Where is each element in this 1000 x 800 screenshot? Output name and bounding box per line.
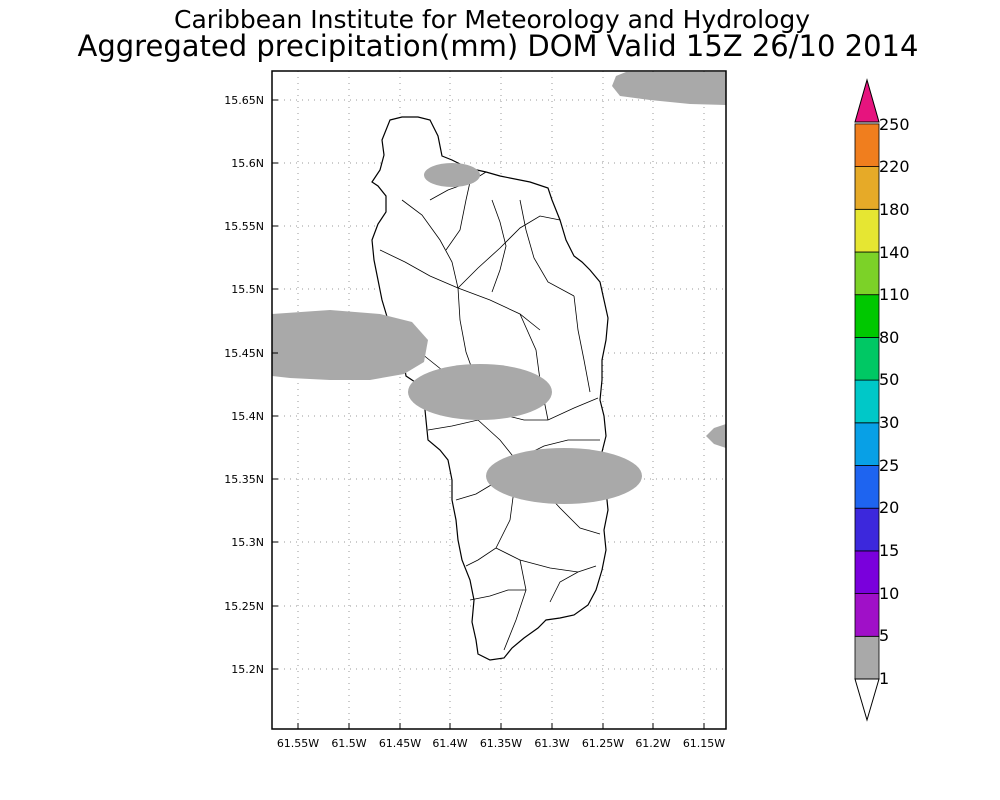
lon-tick-label: 61.4W	[432, 737, 467, 750]
lat-tick-label: 15.5N	[231, 283, 264, 296]
colorbar-label: 1	[879, 669, 889, 688]
colorbar-bottom-arrow	[854, 678, 880, 722]
colorbar-swatch	[854, 251, 880, 296]
colorbar-swatch	[854, 208, 880, 253]
title-line-2: Aggregated precipitation(mm) DOM Valid 1…	[78, 29, 919, 63]
map-frame	[271, 70, 727, 730]
colorbar-legend: 250 220 180 140 110 80 50 30 25 20 15 10…	[854, 78, 910, 722]
lon-tick-label: 61.2W	[635, 737, 670, 750]
lat-tick-label: 15.35N	[224, 473, 264, 486]
precip-area-west	[272, 310, 428, 380]
lon-tick-label: 61.35W	[480, 737, 522, 750]
lon-axis-labels: 61.55W 61.5W 61.45W 61.4W 61.35W 61.3W 6…	[277, 737, 725, 750]
colorbar-swatch	[854, 507, 880, 552]
colorbar-swatch	[854, 123, 880, 168]
colorbar-swatch	[854, 379, 880, 424]
precip-area-central	[408, 364, 552, 420]
lon-tick-label: 61.5W	[331, 737, 366, 750]
precipitation-areas	[272, 72, 726, 504]
precip-area-east-edge	[706, 424, 726, 448]
precip-area-north	[424, 163, 480, 187]
lat-tick-label: 15.55N	[224, 220, 264, 233]
lat-tick-label: 15.45N	[224, 347, 264, 360]
title-line-1: Caribbean Institute for Meteorology and …	[174, 5, 810, 34]
lat-tick-label: 15.4N	[231, 410, 264, 423]
colorbar-swatch	[854, 166, 880, 210]
colorbar-label: 250	[879, 115, 910, 134]
lon-tick-label: 61.15W	[683, 737, 725, 750]
colorbar-swatch	[854, 635, 880, 680]
colorbar-swatch	[854, 422, 880, 466]
colorbar-swatch	[854, 593, 880, 637]
colorbar-label: 30	[879, 413, 899, 432]
colorbar-swatches	[854, 123, 880, 680]
colorbar-labels: 250 220 180 140 110 80 50 30 25 20 15 10…	[879, 115, 910, 688]
colorbar-label: 15	[879, 541, 899, 560]
colorbar-label: 110	[879, 285, 910, 304]
lat-tick-label: 15.6N	[231, 157, 264, 170]
lat-tick-label: 15.3N	[231, 536, 264, 549]
lat-tick-label: 15.25N	[224, 600, 264, 613]
colorbar-label: 80	[879, 328, 899, 347]
colorbar-label: 5	[879, 626, 889, 645]
colorbar-label: 10	[879, 584, 899, 603]
axis-ticks	[272, 99, 705, 729]
lat-tick-label: 15.2N	[231, 663, 264, 676]
lat-tick-label: 15.65N	[224, 94, 264, 107]
colorbar-label: 140	[879, 243, 910, 262]
colorbar-swatch	[854, 465, 880, 509]
colorbar-label: 25	[879, 456, 899, 475]
precip-area-south	[486, 448, 642, 504]
lon-tick-label: 61.3W	[534, 737, 569, 750]
colorbar-swatch	[854, 294, 880, 338]
lon-tick-label: 61.55W	[277, 737, 319, 750]
colorbar-label: 180	[879, 200, 910, 219]
lat-axis-labels: 15.65N 15.6N 15.55N 15.5N 15.45N 15.4N 1…	[224, 94, 264, 676]
precip-area-northeast	[612, 72, 726, 105]
lon-tick-label: 61.45W	[379, 737, 421, 750]
colorbar-label: 50	[879, 370, 899, 389]
colorbar-label: 20	[879, 498, 899, 517]
map-panel: 15.65N 15.6N 15.55N 15.5N 15.45N 15.4N 1…	[224, 70, 727, 750]
colorbar-label: 220	[879, 157, 910, 176]
lon-tick-label: 61.25W	[582, 737, 624, 750]
colorbar-swatch	[854, 550, 880, 595]
colorbar-top-arrow	[854, 78, 880, 123]
colorbar-swatch	[854, 336, 880, 381]
